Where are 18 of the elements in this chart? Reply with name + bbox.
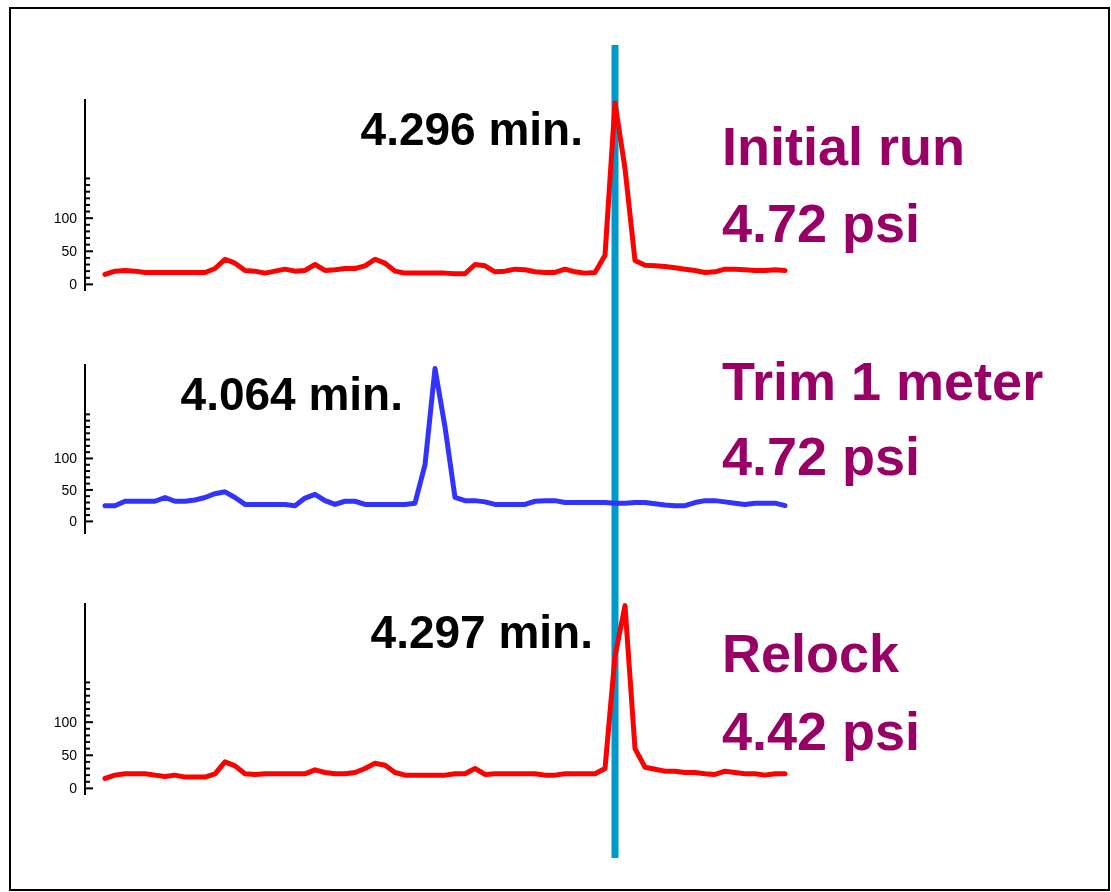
y-tick-label: 100 — [53, 714, 78, 731]
y-tick-label: 50 — [61, 243, 78, 260]
y-tick-label: 50 — [61, 481, 78, 498]
y-tick-label: 0 — [69, 513, 78, 530]
annotation: Trim 1 meter — [722, 351, 1044, 411]
y-tick-label: 50 — [61, 747, 78, 764]
annotation: 4.064 min. — [180, 368, 403, 421]
annotation: Initial run — [722, 116, 965, 176]
y-tick-label: 0 — [69, 276, 78, 293]
annotation: 4.42 psi — [722, 701, 921, 761]
annotation: 4.72 psi — [722, 426, 921, 486]
annotation: 4.297 min. — [370, 605, 593, 658]
annotation: Relock — [722, 623, 901, 683]
y-tick-label: 100 — [53, 450, 78, 467]
y-tick-label: 100 — [53, 210, 78, 227]
y-tick-label: 0 — [69, 780, 78, 797]
annotation: 4.72 psi — [722, 193, 921, 253]
annotation: 4.296 min. — [360, 102, 583, 155]
